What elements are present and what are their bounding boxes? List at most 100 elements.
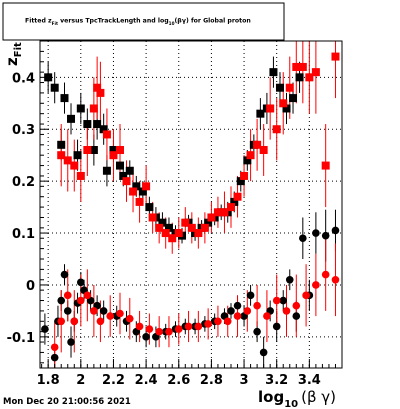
data-point-square (259, 146, 268, 154)
data-point-square (213, 208, 222, 217)
y-tick-label: 0.2 (12, 175, 35, 190)
data-point-square (142, 182, 151, 191)
data-point-square (282, 104, 291, 113)
data-point-circle (125, 314, 134, 323)
data-point-circle (279, 296, 288, 305)
data-point-circle (312, 229, 320, 237)
data-point-circle (99, 307, 108, 315)
data-point-square (125, 166, 134, 175)
data-point-square (102, 166, 111, 175)
data-point-square (174, 229, 183, 238)
data-point-circle (77, 278, 85, 287)
data-point-square (73, 151, 82, 160)
data-point-square (93, 83, 102, 92)
data-point-square (109, 146, 118, 154)
data-point-circle (41, 325, 49, 333)
data-point-square (138, 187, 147, 196)
data-point-circle (57, 296, 66, 305)
data-point-square (158, 218, 167, 227)
data-point-circle (116, 309, 124, 318)
data-point-square (155, 223, 164, 232)
x-tick-label: 3.2 (265, 373, 288, 388)
data-point-square (76, 171, 85, 180)
data-point-square (148, 213, 157, 222)
data-point-circle (83, 291, 92, 300)
data-point-square (132, 182, 141, 191)
chart-title: Fitted zFit versus TpcTrackLength and lo… (25, 18, 251, 27)
data-point-square (266, 104, 275, 113)
data-point-square (67, 114, 76, 123)
y-axis-label: zFit (3, 42, 24, 66)
data-point-square (57, 151, 66, 160)
data-point-circle (243, 307, 252, 315)
data-point-circle (227, 307, 235, 315)
x-tick-label: 3.4 (298, 373, 321, 388)
data-point-circle (184, 322, 193, 331)
y-tick-label: 0.1 (12, 227, 35, 242)
data-point-circle (253, 327, 261, 336)
data-point-circle (233, 312, 242, 320)
data-point-square (115, 161, 124, 170)
data-point-square (57, 140, 66, 149)
data-point-circle (70, 317, 79, 326)
data-point-circle (77, 296, 85, 305)
data-point-square (207, 213, 216, 222)
timestamp: Mon Dec 20 21:00:56 2021 (3, 397, 131, 407)
data-point-square (298, 62, 307, 71)
data-point-circle (223, 317, 232, 326)
data-point-square (135, 197, 144, 206)
data-point-square (285, 83, 294, 92)
data-point-circle (90, 307, 98, 315)
data-point-square (226, 203, 235, 212)
data-point-circle (321, 270, 330, 279)
data-point-square (187, 223, 196, 232)
data-point-square (161, 229, 170, 238)
data-point-circle (272, 322, 281, 331)
data-point-circle (145, 325, 154, 333)
data-point-circle (174, 325, 183, 333)
data-point-square (76, 104, 85, 113)
y-tick-label: 0.3 (12, 123, 35, 138)
data-point-circle (321, 231, 330, 240)
x-tick-label: 2 (76, 373, 85, 388)
data-point-square (204, 218, 213, 227)
x-tick-label: 3 (240, 373, 249, 388)
data-point-circle (63, 291, 72, 300)
data-point-square (102, 130, 111, 139)
data-point-circle (292, 301, 301, 310)
data-point-circle (263, 312, 271, 320)
data-point-circle (67, 338, 75, 346)
data-point-circle (57, 317, 66, 326)
data-point-square (272, 125, 281, 134)
data-point-square (83, 120, 92, 129)
data-point-circle (246, 291, 255, 300)
data-point-square (168, 234, 177, 243)
data-point-square (50, 83, 59, 92)
data-point-square (200, 223, 209, 232)
data-point-circle (312, 281, 320, 289)
data-point-square (295, 73, 304, 82)
data-point-square (269, 68, 278, 77)
data-point-circle (204, 320, 212, 328)
x-tick-label: 2.4 (135, 373, 158, 388)
y-tick-label: 0.4 (12, 71, 35, 86)
x-tick-label: 1.8 (37, 373, 60, 388)
data-point-circle (135, 322, 144, 331)
data-point-square (275, 83, 284, 92)
data-point-square (321, 161, 330, 170)
data-point-square (233, 192, 242, 201)
y-tick-label: 0 (26, 279, 35, 294)
data-point-square (96, 88, 105, 97)
data-point-circle (233, 301, 242, 310)
data-point-square (243, 156, 252, 165)
data-point-square (115, 146, 124, 154)
data-point-square (331, 52, 340, 61)
data-point-circle (272, 296, 281, 305)
data-point-square (89, 146, 98, 154)
data-point-square (305, 73, 314, 82)
data-point-square (93, 120, 102, 129)
data-point-square (311, 68, 320, 77)
data-point-circle (253, 301, 261, 310)
